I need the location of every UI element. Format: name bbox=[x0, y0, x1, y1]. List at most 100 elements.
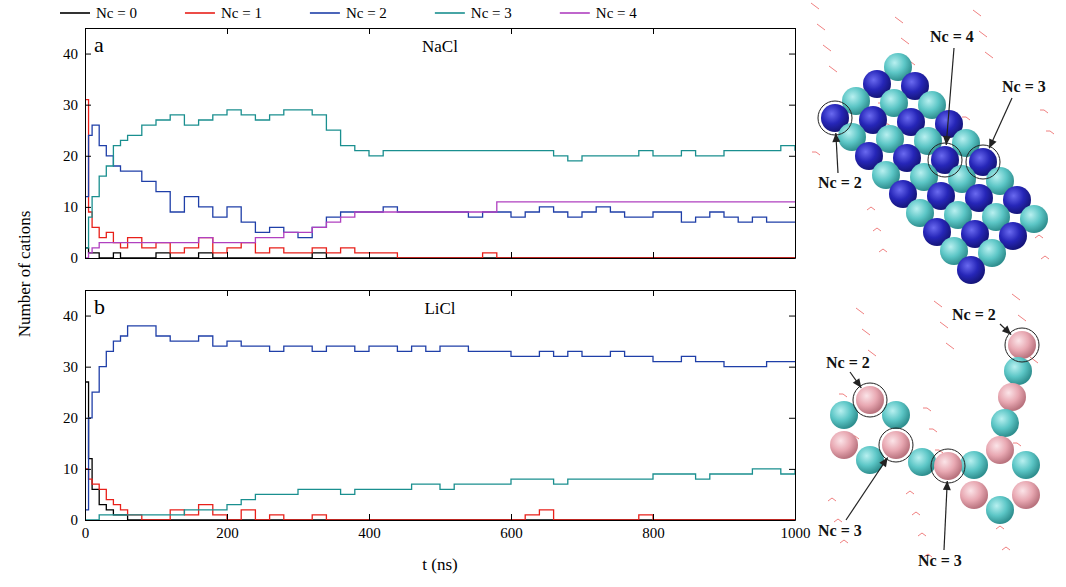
atom bbox=[998, 383, 1026, 411]
annotation: Nc = 2 bbox=[818, 174, 862, 191]
legend: Nc = 0Nc = 1Nc = 2Nc = 3Nc = 4 bbox=[60, 5, 637, 21]
legend-swatch bbox=[60, 12, 90, 14]
legend-swatch bbox=[310, 12, 340, 14]
tick-mark bbox=[85, 520, 91, 521]
tick-mark bbox=[369, 514, 370, 520]
annotation: Nc = 3 bbox=[818, 522, 862, 539]
axis-line bbox=[795, 291, 796, 521]
snapshot-licl: Nc = 2Nc = 2Nc = 3Nc = 3 bbox=[818, 306, 1040, 569]
arrow-head bbox=[832, 133, 840, 142]
water-molecule bbox=[1013, 443, 1021, 446]
tick: 30 bbox=[63, 359, 91, 375]
x-axis: 02004006008001000 bbox=[82, 514, 811, 541]
figure: 010203040NaClaNumber of cationsNc = 0Nc … bbox=[0, 0, 1066, 587]
legend-swatch bbox=[435, 12, 465, 14]
tick: 10 bbox=[63, 461, 91, 477]
water-molecule bbox=[906, 491, 914, 494]
tick bbox=[789, 469, 795, 470]
water-molecule bbox=[1046, 131, 1054, 134]
tick-label: 800 bbox=[642, 525, 665, 541]
water-molecule bbox=[940, 322, 948, 328]
water-molecule bbox=[811, 3, 819, 9]
panel: 010203040NaClaNumber of cations bbox=[15, 28, 796, 337]
tick-mark bbox=[227, 514, 228, 520]
water-molecule bbox=[946, 343, 954, 349]
highlight-ring bbox=[928, 143, 962, 177]
tick-label: 1000 bbox=[781, 525, 811, 541]
atom bbox=[960, 451, 988, 479]
tick-mark bbox=[227, 252, 228, 258]
water-molecule bbox=[856, 308, 864, 314]
water-molecule bbox=[867, 207, 875, 210]
highlight-ring bbox=[879, 428, 913, 462]
tick-mark bbox=[369, 28, 370, 34]
atom bbox=[934, 452, 962, 480]
atom bbox=[1008, 331, 1036, 359]
tick bbox=[511, 28, 512, 34]
annotation: Nc = 4 bbox=[930, 28, 974, 45]
tick bbox=[789, 258, 795, 259]
tick bbox=[653, 290, 654, 296]
legend-label: Nc = 2 bbox=[346, 5, 387, 21]
water-molecule bbox=[1041, 256, 1049, 259]
tick bbox=[227, 290, 228, 296]
tick-mark bbox=[653, 290, 654, 296]
arrow-head bbox=[1002, 326, 1011, 335]
tick bbox=[789, 207, 795, 208]
tick bbox=[511, 252, 512, 258]
tick bbox=[511, 290, 512, 296]
tick bbox=[789, 156, 795, 157]
tick-mark bbox=[789, 54, 795, 55]
tick bbox=[789, 520, 795, 521]
y-axis-right bbox=[789, 29, 796, 259]
tick: 20 bbox=[63, 410, 91, 426]
atom bbox=[960, 481, 988, 509]
tick: 600 bbox=[500, 514, 523, 541]
atom bbox=[991, 409, 1019, 437]
arrow-head bbox=[853, 378, 861, 388]
tick-label: 30 bbox=[63, 97, 78, 113]
x-axis-top bbox=[86, 28, 796, 34]
tick-mark bbox=[85, 105, 91, 106]
water-molecule bbox=[839, 394, 847, 397]
annotation: Nc = 2 bbox=[826, 354, 870, 371]
atom bbox=[986, 496, 1014, 524]
arrow-shaft bbox=[846, 457, 888, 520]
atom bbox=[856, 386, 884, 414]
series-line bbox=[85, 326, 795, 510]
tick-label: 0 bbox=[71, 512, 79, 528]
tick: 40 bbox=[63, 46, 91, 62]
water-molecule bbox=[918, 533, 926, 536]
tick-mark bbox=[789, 316, 795, 317]
tick-mark bbox=[789, 105, 795, 106]
tick: 800 bbox=[642, 514, 665, 541]
tick-label: 40 bbox=[63, 308, 78, 324]
tick-label: 200 bbox=[216, 525, 239, 541]
tick-mark bbox=[85, 367, 91, 368]
tick bbox=[369, 290, 370, 296]
tick-mark bbox=[653, 514, 654, 520]
tick: 0 bbox=[71, 512, 92, 528]
water-molecule bbox=[817, 24, 825, 30]
tick-mark bbox=[85, 316, 91, 317]
axis-line bbox=[795, 29, 796, 259]
tick-mark bbox=[789, 469, 795, 470]
legend-item: Nc = 1 bbox=[185, 5, 262, 21]
water bbox=[811, 3, 1054, 557]
tick bbox=[227, 252, 228, 258]
legend-label: Nc = 4 bbox=[596, 5, 637, 21]
tick-mark bbox=[85, 258, 91, 259]
arrow-head bbox=[879, 457, 887, 467]
arrow-shaft bbox=[944, 481, 947, 550]
legend-item: Nc = 3 bbox=[435, 5, 512, 21]
atom bbox=[882, 431, 910, 459]
axis-line bbox=[86, 520, 796, 521]
tick-mark bbox=[789, 207, 795, 208]
axis-line bbox=[86, 28, 796, 29]
tick bbox=[653, 252, 654, 258]
tick-mark bbox=[653, 28, 654, 34]
annotation: Nc = 2 bbox=[952, 306, 996, 323]
arrow-head bbox=[989, 138, 996, 148]
tick bbox=[789, 54, 795, 55]
water-molecule bbox=[1035, 235, 1043, 238]
